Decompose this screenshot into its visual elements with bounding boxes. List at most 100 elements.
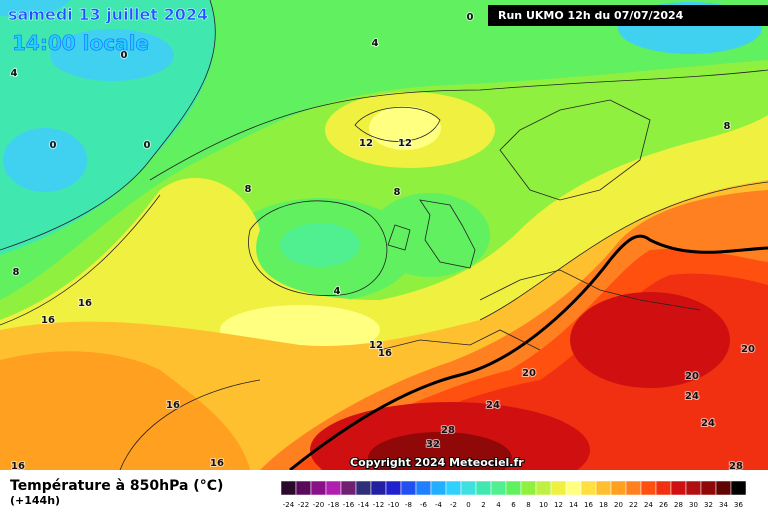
color-swatch — [445, 480, 462, 496]
contour-label: 24 — [701, 418, 715, 429]
scale-label: -4 — [435, 501, 443, 509]
contour-label: 32 — [426, 439, 440, 450]
color-swatch — [550, 480, 567, 496]
color-swatch — [715, 480, 732, 496]
contour-label: 12 — [369, 340, 383, 351]
scale-label: 24 — [644, 501, 653, 509]
color-swatch — [490, 480, 507, 496]
run-info: Run UKMO 12h du 07/07/2024 — [498, 9, 684, 22]
contour-label: 0 — [50, 140, 57, 151]
contour-label: 8 — [394, 187, 401, 198]
contour-label: 8 — [724, 121, 731, 132]
contour-label: 16 — [41, 315, 55, 326]
contour-label: 16 — [78, 298, 92, 309]
contour-label: 28 — [729, 461, 743, 472]
contour-label: 16 — [378, 348, 392, 359]
scale-label: 26 — [659, 501, 668, 509]
color-swatch — [670, 480, 687, 496]
contour-label: 4 — [11, 68, 18, 79]
run-box — [488, 5, 768, 26]
scale-label: 28 — [674, 501, 683, 509]
scale-label: 6 — [511, 501, 516, 509]
scale-label: 34 — [719, 501, 728, 509]
contour-label: 0 — [144, 140, 151, 151]
color-swatch — [505, 480, 522, 496]
scale-label: -6 — [420, 501, 428, 509]
scale-label: -8 — [405, 501, 412, 509]
contour-label: 20 — [741, 344, 755, 355]
color-swatch — [595, 480, 612, 496]
lead-time: (+144h) — [10, 494, 60, 507]
map-date: samedi 13 juillet 2024 — [8, 5, 208, 24]
contours — [0, 0, 768, 472]
scale-label: -14 — [358, 501, 370, 509]
color-swatch — [295, 480, 312, 496]
scale-label: 14 — [569, 501, 578, 509]
scale-label: 12 — [554, 501, 563, 509]
contour-label: 16 — [166, 400, 180, 411]
contour-label: 4 — [372, 38, 379, 49]
contour-label: 0 — [467, 12, 474, 23]
color-swatch — [460, 480, 477, 496]
copyright: Copyright 2024 Meteociel.fr — [350, 456, 524, 469]
color-swatch — [385, 480, 402, 496]
scale-label: -10 — [388, 501, 399, 509]
color-swatch — [310, 480, 327, 496]
color-swatch — [520, 480, 537, 496]
temperature-field — [0, 0, 768, 498]
legend-title: Température à 850hPa (°C) — [10, 478, 223, 494]
color-swatch — [535, 480, 552, 496]
color-swatch — [685, 480, 702, 496]
map-time: 14:00 locale — [12, 31, 149, 55]
scale-label: -22 — [298, 501, 309, 509]
color-swatch — [655, 480, 672, 496]
color-swatch — [625, 480, 642, 496]
contour-label: 16 — [210, 458, 224, 469]
color-swatch — [730, 480, 747, 496]
contour-label: 0 — [121, 50, 128, 61]
color-scale: -24 -22 -20 -18 -16 -14 -12 -10 -8 -6 -4 -2 0 2 4 6 8 10 1… — [280, 480, 747, 509]
coastlines — [379, 99, 701, 351]
scale-label: 8 — [526, 501, 530, 509]
color-swatch — [400, 480, 417, 496]
contour-label: 12 — [359, 138, 373, 149]
color-swatch — [700, 480, 717, 496]
scale-label: -24 — [283, 501, 295, 509]
scale-label: 16 — [584, 501, 593, 509]
scale-label: 4 — [496, 501, 501, 509]
thick-contour — [289, 234, 768, 472]
color-swatch — [430, 480, 447, 496]
contour-label: 16 — [11, 461, 25, 472]
color-swatch — [340, 480, 357, 496]
contour-label: 20 — [522, 368, 536, 379]
scale-label: 2 — [481, 501, 485, 509]
scale-label: 36 — [734, 501, 743, 509]
contour-label: 28 — [441, 425, 455, 436]
color-swatch — [475, 480, 492, 496]
scale-label: 0 — [466, 501, 470, 509]
scale-label: 20 — [614, 501, 623, 509]
color-swatch — [325, 480, 342, 496]
scale-label: -20 — [313, 501, 324, 509]
scale-label: 32 — [704, 501, 713, 509]
color-swatch — [580, 480, 597, 496]
scale-label: -2 — [450, 501, 457, 509]
scale-label: 10 — [539, 501, 548, 509]
contour-label: 12 — [398, 138, 412, 149]
contour-label: 4 — [334, 286, 341, 297]
contour-label: 20 — [685, 371, 699, 382]
color-swatch — [610, 480, 627, 496]
color-swatch — [640, 480, 657, 496]
contour-label: 24 — [685, 391, 699, 402]
color-swatch — [415, 480, 432, 496]
color-swatch — [370, 480, 387, 496]
color-swatch — [280, 480, 297, 496]
color-swatch — [565, 480, 582, 496]
scale-label: -16 — [343, 501, 355, 509]
color-swatch — [355, 480, 372, 496]
contour-label: 8 — [245, 184, 252, 195]
scale-label: -18 — [328, 501, 339, 509]
